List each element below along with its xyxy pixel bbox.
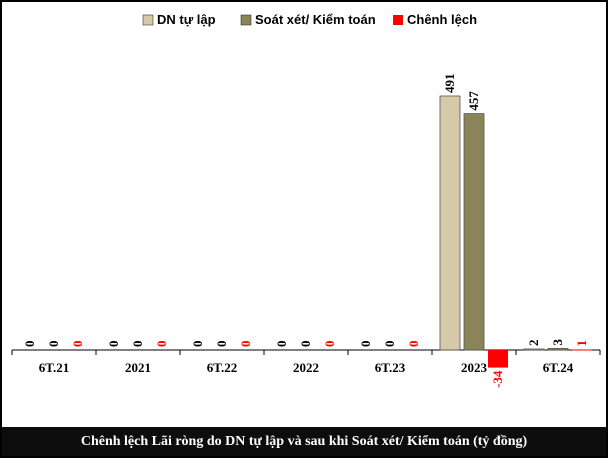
legend-label-chenh-lech: Chênh lệch	[407, 12, 477, 27]
data-label: 0	[298, 341, 313, 348]
caption-bar: Chênh lệch Lãi ròng do DN tự lập và sau …	[2, 427, 606, 456]
data-label: 0	[382, 341, 397, 348]
bar-chart: DN tự lập Soát xét/ Kiểm toán Chênh lệch…	[11, 12, 601, 388]
data-label: 0	[238, 341, 253, 348]
bar	[463, 113, 485, 351]
legend-item-soat-xet: Soát xét/ Kiểm toán	[240, 12, 376, 27]
data-label: 2	[526, 339, 541, 346]
legend-label-soat-xet: Soát xét/ Kiểm toán	[255, 12, 376, 27]
x-tick-label: 6T.23	[375, 360, 406, 375]
data-label: 0	[70, 341, 85, 348]
data-label: 491	[442, 74, 457, 94]
data-label: 457	[466, 91, 481, 111]
bar	[547, 348, 569, 351]
x-tick-label: 2022	[293, 360, 319, 375]
x-tick-label: 6T.21	[39, 360, 69, 375]
legend: DN tự lập Soát xét/ Kiểm toán Chênh lệch	[142, 12, 477, 27]
data-label: 0	[214, 341, 229, 348]
data-label: 0	[190, 341, 205, 348]
x-tick-label: 2023	[461, 360, 488, 375]
legend-item-dn-tu-lap: DN tự lập	[142, 12, 216, 27]
legend-swatch-dn-tu-lap	[142, 14, 154, 26]
data-label: 0	[46, 341, 61, 348]
data-label: 0	[358, 341, 373, 348]
bar	[488, 350, 508, 368]
bar	[572, 349, 592, 351]
data-label: 0	[274, 341, 289, 348]
legend-item-chenh-lech: Chênh lệch	[393, 12, 477, 27]
data-label: 0	[406, 341, 421, 348]
legend-swatch-soat-xet	[240, 14, 252, 26]
bar	[523, 348, 545, 351]
data-label: 0	[130, 341, 145, 348]
legend-label-dn-tu-lap: DN tự lập	[157, 12, 216, 27]
x-tick-label: 2021	[125, 360, 151, 375]
x-tick-label: 6T.22	[207, 360, 237, 375]
data-label: 0	[322, 341, 337, 348]
bar	[439, 95, 461, 351]
data-label: 1	[574, 340, 589, 347]
data-label: 3	[550, 338, 565, 345]
data-label: -34	[490, 370, 505, 388]
data-label: 0	[106, 341, 121, 348]
legend-swatch-chenh-lech	[393, 15, 403, 25]
data-label: 0	[22, 341, 37, 348]
x-tick-label: 6T.24	[543, 360, 574, 375]
data-label: 0	[154, 341, 169, 348]
chart-caption: Chênh lệch Lãi ròng do DN tự lập và sau …	[80, 433, 528, 449]
plot-area: 6T.21 0 0 0 2021 0 0 0 6T.22 0 0 0 2022 0 0 0 6T.23 0 0 0 20…	[11, 74, 601, 388]
